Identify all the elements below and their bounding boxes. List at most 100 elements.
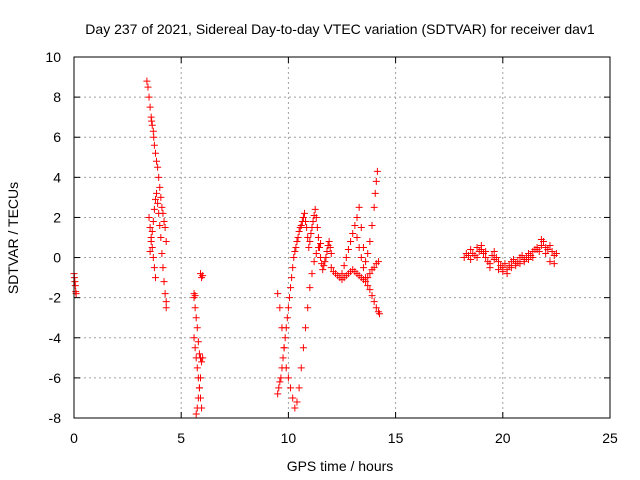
- data-point: [292, 244, 300, 252]
- data-point: [146, 248, 154, 256]
- data-point: [533, 246, 541, 254]
- data-point: [314, 244, 322, 252]
- y-tick-label: -2: [49, 290, 62, 306]
- data-point: [304, 304, 312, 312]
- data-point: [503, 270, 511, 278]
- data-point: [323, 248, 331, 256]
- data-point: [148, 244, 156, 252]
- chart-title: Day 237 of 2021, Sidereal Day-to-day VTE…: [85, 21, 595, 37]
- data-point: [150, 141, 158, 149]
- data-point: [149, 217, 157, 225]
- data-point: [276, 378, 284, 386]
- data-point: [195, 384, 203, 392]
- y-axis-label: SDTVAR / TECUs: [5, 182, 21, 294]
- data-point: [302, 217, 310, 225]
- data-point: [512, 262, 520, 270]
- data-point: [284, 374, 292, 382]
- data-point: [194, 338, 202, 346]
- data-point: [148, 117, 156, 125]
- y-tick-label: 6: [53, 129, 61, 145]
- x-tick-label: 10: [281, 430, 297, 446]
- y-tick-label: 10: [45, 49, 61, 65]
- data-point: [153, 157, 161, 165]
- data-point: [192, 410, 200, 418]
- data-point: [297, 221, 305, 229]
- data-point: [155, 173, 163, 181]
- data-point: [159, 264, 167, 272]
- data-point: [320, 262, 328, 270]
- data-point: [299, 344, 307, 352]
- data-point: [312, 250, 320, 258]
- data-point: [158, 250, 166, 258]
- axis-ticks: [73, 56, 611, 419]
- data-point: [289, 264, 297, 272]
- data-point: [495, 258, 503, 266]
- data-point: [319, 266, 327, 274]
- data-point: [338, 270, 346, 278]
- data-point: [193, 324, 201, 332]
- data-point: [299, 213, 307, 221]
- data-point: [151, 195, 159, 203]
- data-point: [317, 240, 325, 248]
- data-point: [291, 404, 299, 412]
- data-point: [280, 344, 288, 352]
- plot-frame: [73, 56, 611, 419]
- data-point: [191, 344, 199, 352]
- data-point: [314, 234, 322, 241]
- data-point: [548, 248, 556, 256]
- data-point: [274, 290, 282, 298]
- y-tick-label: 2: [53, 209, 61, 225]
- data-point: [322, 254, 330, 262]
- data-point: [279, 354, 287, 362]
- data-point: [347, 238, 355, 246]
- data-point: [278, 324, 286, 332]
- data-point: [284, 304, 292, 312]
- data-point: [460, 254, 468, 262]
- data-point: [295, 227, 303, 235]
- data-point: [156, 221, 164, 229]
- data-point: [71, 282, 79, 290]
- data-point: [195, 350, 203, 358]
- data-point: [312, 213, 320, 221]
- data-point: [144, 83, 152, 91]
- data-point: [373, 167, 381, 175]
- x-tick-labels: 0 5 10 15 20 25: [70, 430, 618, 446]
- data-point: [295, 384, 303, 392]
- data-point: [192, 314, 200, 322]
- data-point: [191, 304, 199, 312]
- data-point: [162, 304, 170, 312]
- data-point: [154, 199, 162, 207]
- data-point: [307, 229, 315, 237]
- data-point: [196, 374, 204, 382]
- data-point: [495, 266, 503, 274]
- data-point: [372, 177, 380, 185]
- data-point: [371, 189, 379, 197]
- data-point: [366, 286, 374, 294]
- data-point: [199, 354, 207, 362]
- data-point: [305, 244, 313, 252]
- data-point: [546, 242, 554, 250]
- y-tick-label: 0: [53, 250, 61, 266]
- y-tick-label: 4: [53, 169, 61, 185]
- y-tick-label: -4: [49, 330, 62, 346]
- data-point: [372, 304, 380, 312]
- data-point: [351, 221, 359, 229]
- data-point: [368, 292, 376, 300]
- data-point: [161, 223, 169, 231]
- data-point: [374, 258, 382, 266]
- data-point: [160, 278, 168, 286]
- data-point: [370, 298, 378, 306]
- data-point: [311, 205, 319, 213]
- data-point: [357, 223, 365, 231]
- data-point: [364, 282, 372, 290]
- data-point: [544, 246, 552, 254]
- data-point: [287, 384, 295, 392]
- data-point: [366, 238, 374, 246]
- data-point: [145, 213, 153, 221]
- data-point: [516, 260, 524, 268]
- data-point: [490, 256, 498, 264]
- data-point: [467, 256, 475, 264]
- x-tick-label: 20: [495, 430, 511, 446]
- data-point: [145, 93, 153, 101]
- data-point: [355, 244, 363, 252]
